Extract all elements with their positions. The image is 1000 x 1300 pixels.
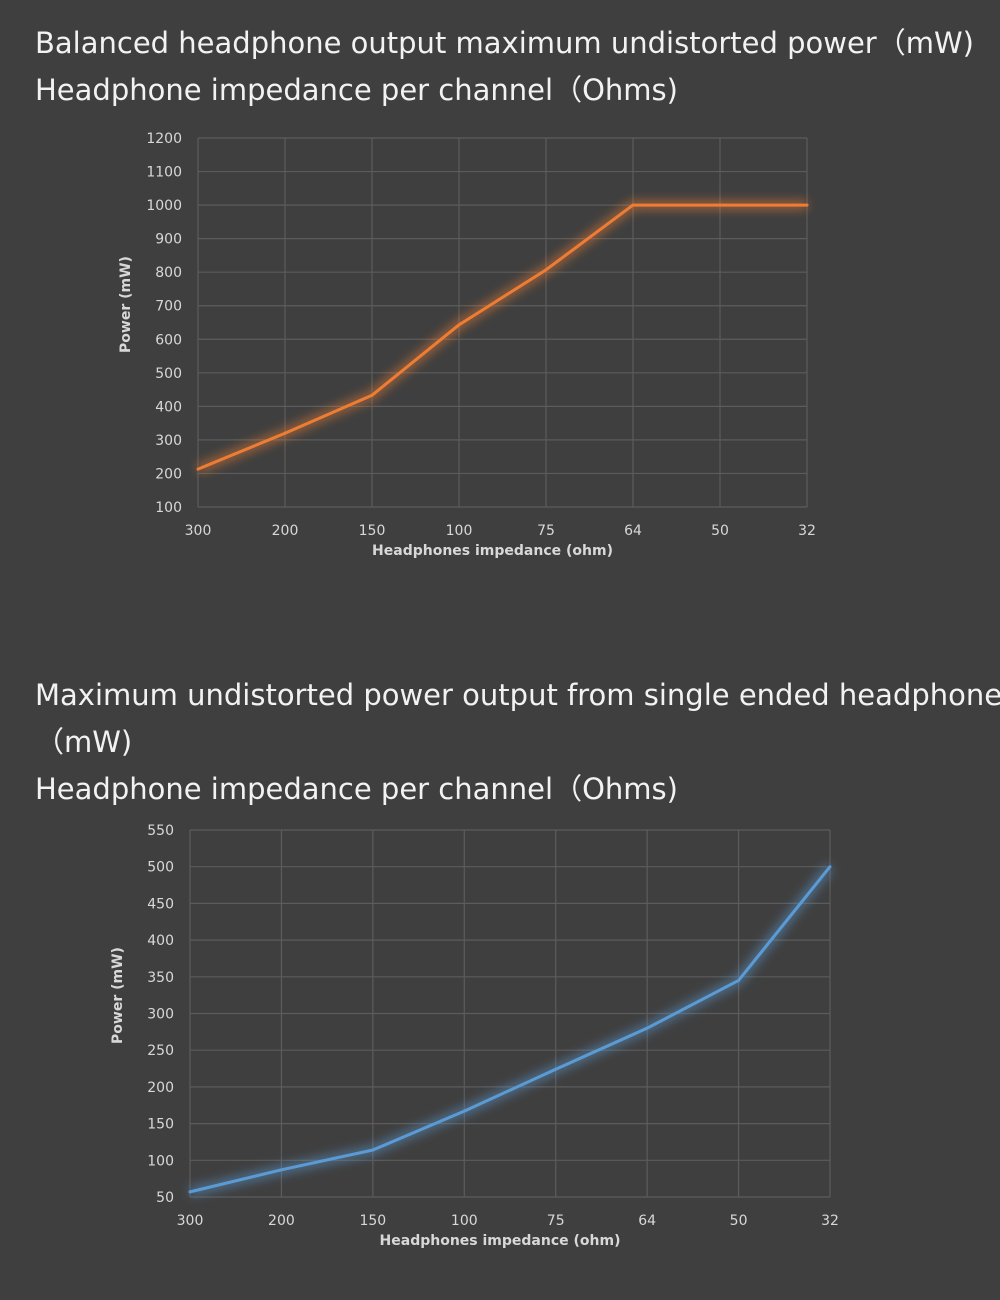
chart2-y-tick-label: 50 [156, 1190, 174, 1206]
chart1-y-tick-label: 300 [155, 433, 182, 449]
chart2-title-line1: Maximum undistorted power output from si… [35, 678, 1000, 712]
chart2-data-point [279, 1168, 283, 1172]
single-ended-power-chart: 50 100 150 200 250 300 350 400 450 500 550 300 200 15… [110, 823, 839, 1249]
chart1-y-tick-label: 700 [155, 299, 182, 315]
chart1-x-tick-label: 32 [798, 523, 816, 539]
chart2-data-point [828, 865, 832, 869]
chart1-y-tick-label: 500 [155, 366, 182, 382]
chart1-y-tick-label: 900 [155, 232, 182, 248]
chart2-y-tick-label: 400 [147, 933, 174, 949]
chart2-x-tick-label: 200 [268, 1213, 295, 1229]
chart1-series-line [197, 203, 807, 471]
chart2-y-tick-label: 300 [147, 1007, 174, 1023]
chart1-x-tick-label: 75 [537, 523, 555, 539]
chart1-x-tick-label: 64 [624, 523, 642, 539]
chart2-x-tick-label: 32 [821, 1213, 839, 1229]
chart1-series-glow [196, 200, 807, 474]
chart2-x-axis-title: Headphones impedance (ohm) [380, 1233, 621, 1249]
chart2-y-axis-title: Power (mW) [110, 947, 126, 1044]
chart1-y-tick-label: 100 [155, 500, 182, 516]
chart2-x-tick-label: 64 [638, 1213, 656, 1229]
chart2-y-tick-label: 250 [147, 1043, 174, 1059]
chart1-x-tick-label: 100 [446, 523, 473, 539]
chart1-data-point [196, 467, 200, 471]
chart2-x-tick-label: 50 [730, 1213, 748, 1229]
chart1-data-point [718, 203, 722, 207]
chart2-x-tick-label: 300 [177, 1213, 204, 1229]
chart1-title-line2: Headphone impedance per channel（Ohms) [35, 73, 678, 107]
chart1-data-point [457, 323, 461, 327]
chart2-x-tick-label: 75 [547, 1213, 565, 1229]
chart2-y-tick-label: 550 [147, 823, 174, 839]
chart2-series-line [189, 865, 832, 1194]
chart1-title-line1: Balanced headphone output maximum undist… [35, 26, 974, 60]
chart2-x-tick-label: 150 [359, 1213, 386, 1229]
chart2-data-point [188, 1190, 192, 1194]
chart2-x-tick-label: 100 [451, 1213, 478, 1229]
chart1-x-tick-label: 150 [359, 523, 386, 539]
chart2-data-point [554, 1067, 558, 1071]
chart1-y-tick-label: 600 [155, 332, 182, 348]
chart1-y-tick-label: 1200 [146, 131, 182, 147]
chart2-y-tick-label: 450 [147, 896, 174, 912]
chart2-y-tick-label: 500 [147, 860, 174, 876]
chart2-data-point [737, 978, 741, 982]
chart2-series-glow [188, 863, 834, 1197]
chart2-y-tick-label: 350 [147, 970, 174, 986]
chart1-x-tick-label: 300 [185, 523, 212, 539]
chart1-data-point [631, 203, 635, 207]
balanced-power-chart: 100 200 300 400 500 600 700 800 900 1000 1100 1200 3… [118, 131, 816, 559]
chart1-data-point [544, 268, 548, 272]
chart1-x-tick-label: 50 [711, 523, 729, 539]
chart2-y-tick-label: 150 [147, 1117, 174, 1133]
chart2-data-point [645, 1026, 649, 1030]
chart2-data-point [462, 1109, 466, 1113]
chart1-data-point [805, 203, 809, 207]
chart1-data-point [370, 393, 374, 397]
chart1-x-axis-title: Headphones impedance (ohm) [372, 543, 613, 559]
chart2-y-tick-label: 200 [147, 1080, 174, 1096]
chart2-title-line3: Headphone impedance per channel（Ohms) [35, 772, 678, 806]
chart1-y-tick-label: 1100 [146, 165, 182, 181]
chart2-data-point [371, 1148, 375, 1152]
chart1-y-axis-title: Power (mW) [118, 256, 134, 353]
chart2-y-tick-label: 100 [147, 1153, 174, 1169]
chart2-title-line2: （mW) [35, 725, 133, 759]
chart1-y-tick-label: 200 [155, 466, 182, 482]
chart1-y-tick-label: 800 [155, 265, 182, 281]
chart1-x-tick-label: 200 [272, 523, 299, 539]
chart1-data-point [283, 431, 287, 435]
chart1-y-tick-label: 400 [155, 399, 182, 415]
chart1-y-tick-label: 1000 [146, 198, 182, 214]
